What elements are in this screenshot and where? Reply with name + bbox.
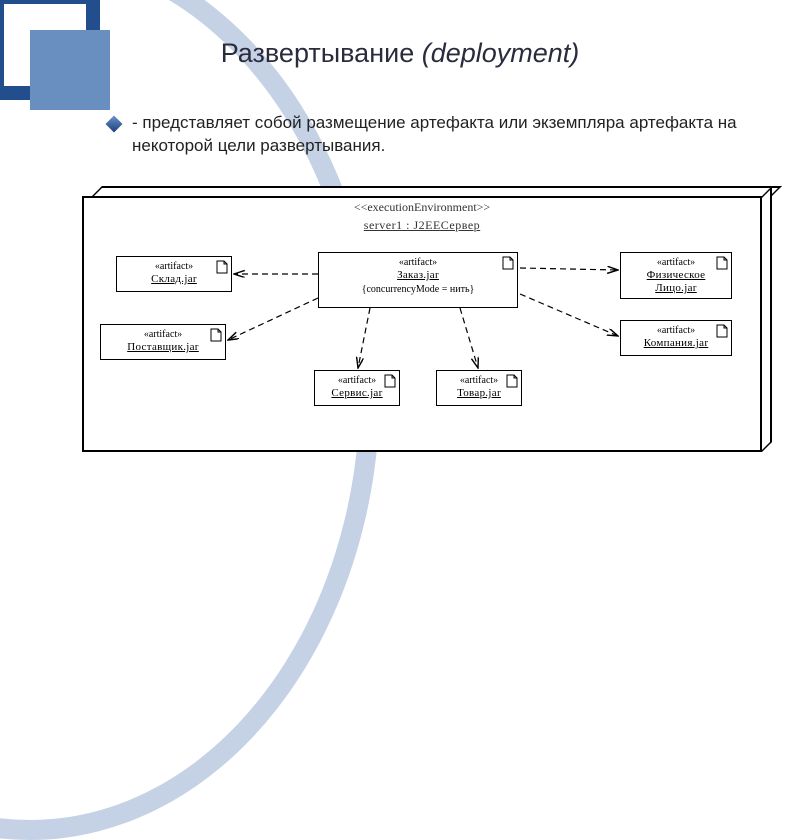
- artifact-stereotype: «artifact»: [121, 261, 227, 272]
- bullet-text: - представляет собой размещение артефакт…: [132, 112, 770, 158]
- env-name: server1 : J2EEСервер: [82, 218, 762, 233]
- artifact-fizlico: «artifact»ФизическоеЛицо.jar: [620, 252, 732, 299]
- document-icon: [716, 256, 728, 270]
- artifact-stereotype: «artifact»: [625, 257, 727, 268]
- node-3d-side: [762, 186, 772, 452]
- artifact-name: Физическое: [625, 269, 727, 281]
- artifact-name: Заказ.jar: [323, 269, 513, 281]
- document-icon: [210, 328, 222, 342]
- artifact-servis: «artifact»Сервис.jar: [314, 370, 400, 406]
- artifact-name: Склад.jar: [121, 273, 227, 285]
- artifact-stereotype: «artifact»: [105, 329, 221, 340]
- artifact-constraint: {concurrencyMode = нить}: [323, 284, 513, 295]
- artifact-zakaz: «artifact»Заказ.jar {concurrencyMode = ни…: [318, 252, 518, 308]
- page-title: Развертывание (deployment): [0, 38, 800, 69]
- artifact-stereotype: «artifact»: [323, 257, 513, 268]
- artifact-name: Сервис.jar: [319, 387, 395, 399]
- diamond-bullet-icon: [106, 116, 123, 133]
- artifact-name: Компания.jar: [625, 337, 727, 349]
- artifact-sklad: «artifact»Склад.jar: [116, 256, 232, 292]
- artifact-name: Поставщик.jar: [105, 341, 221, 353]
- document-icon: [716, 324, 728, 338]
- artifact-name-2: Лицо.jar: [625, 282, 727, 294]
- artifact-postav: «artifact»Поставщик.jar: [100, 324, 226, 360]
- document-icon: [502, 256, 514, 270]
- title-main: Развертывание: [221, 38, 422, 68]
- title-italic: (deployment): [422, 38, 580, 68]
- artifact-name: Товар.jar: [441, 387, 517, 399]
- document-icon: [216, 260, 228, 274]
- artifact-stereotype: «artifact»: [625, 325, 727, 336]
- node-3d-top: [92, 186, 782, 196]
- artifact-company: «artifact»Компания.jar: [620, 320, 732, 356]
- artifact-tovar: «artifact»Товар.jar: [436, 370, 522, 406]
- env-stereotype: <<executionEnvironment>>: [82, 200, 762, 215]
- document-icon: [506, 374, 518, 388]
- bullet-item: - представляет собой размещение артефакт…: [108, 112, 770, 158]
- document-icon: [384, 374, 396, 388]
